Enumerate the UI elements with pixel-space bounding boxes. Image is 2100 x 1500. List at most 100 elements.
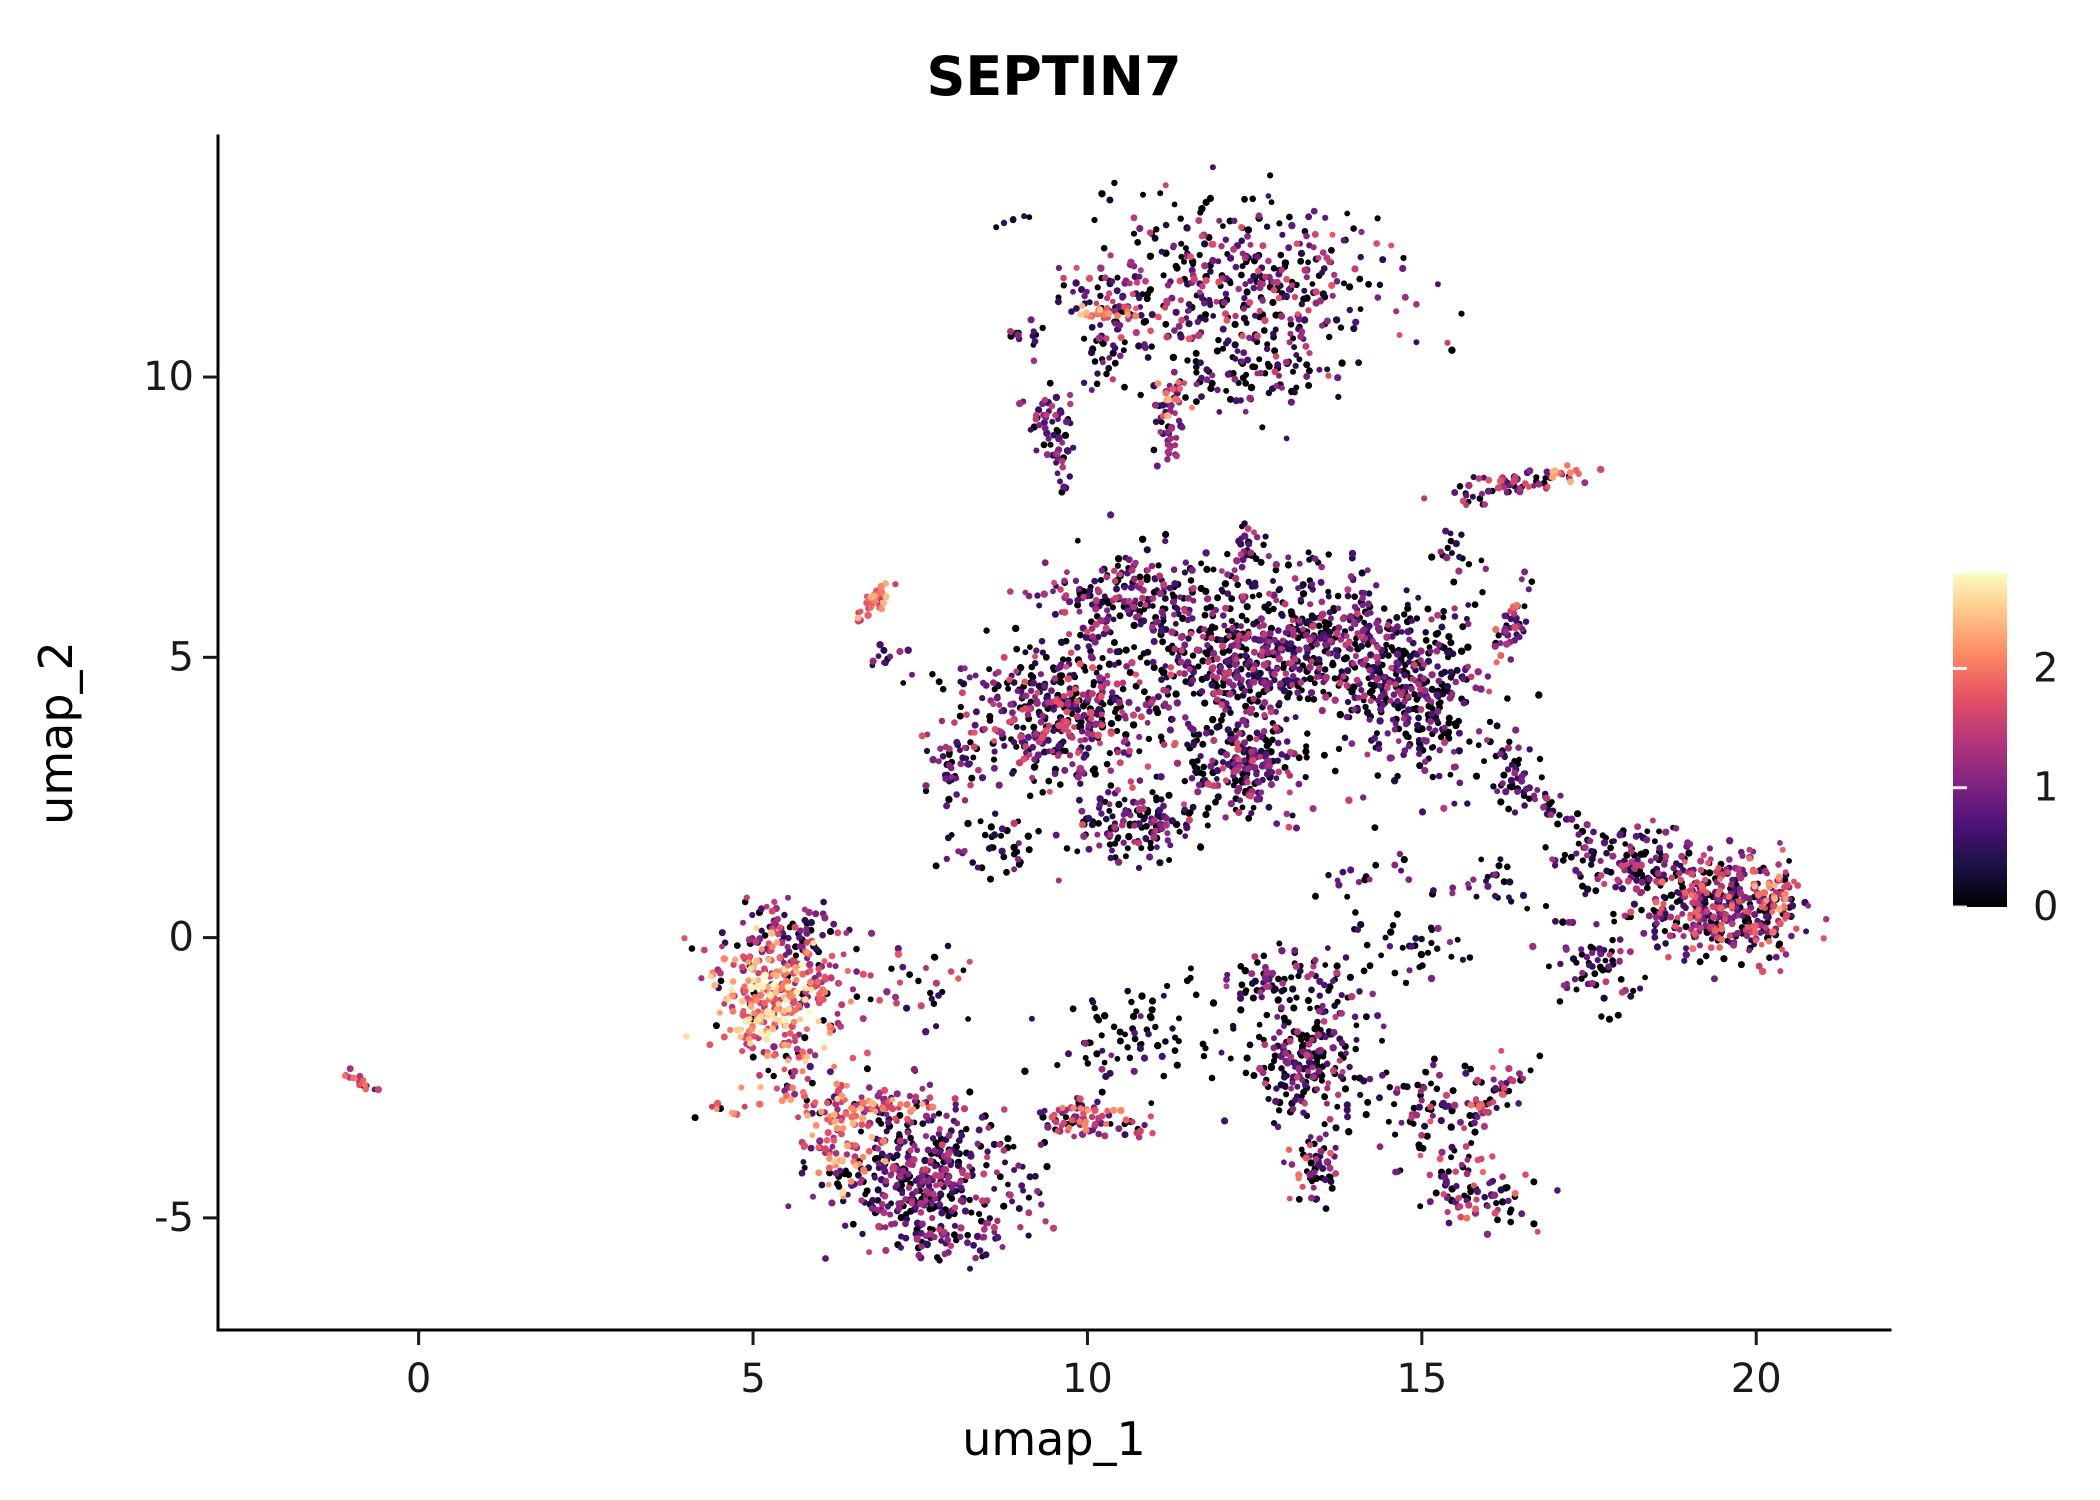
data-point [1287,748,1294,756]
data-point [785,1203,792,1210]
data-point [1224,760,1232,768]
data-point [1283,716,1290,723]
data-point [1246,334,1253,341]
data-point [1647,858,1654,864]
data-point [1464,1156,1471,1163]
data-point [1160,581,1168,589]
data-point [1414,1081,1422,1089]
data-point [1151,817,1158,824]
data-point [1222,706,1229,713]
data-point [1036,421,1043,429]
data-point [1177,297,1184,304]
data-point [1137,654,1144,661]
data-point [1069,761,1076,768]
data-point [1081,1039,1089,1047]
data-point [1622,841,1629,847]
data-point [1054,470,1061,477]
scatter-points-layer [341,164,1830,1272]
data-point [1280,664,1287,672]
data-point [1323,254,1331,262]
data-point [986,717,994,724]
data-point [1334,374,1342,382]
data-point [1250,804,1257,811]
data-point [1534,787,1541,793]
data-point [1451,720,1459,728]
data-point [1245,814,1253,822]
data-point [974,864,981,871]
data-point [1074,601,1082,609]
data-point [1333,962,1341,970]
data-point [1302,631,1310,639]
data-point [1280,1073,1288,1081]
data-point [1200,763,1208,771]
data-point [966,1163,973,1170]
data-point [1175,610,1182,618]
data-point [1098,810,1105,817]
data-point [1213,767,1222,775]
data-point [923,965,929,971]
data-point [1034,592,1041,599]
data-point [1389,922,1397,929]
data-point [1414,721,1422,729]
data-point [1237,1006,1245,1014]
data-point [1399,264,1407,273]
data-point [1448,346,1456,354]
data-point [1706,869,1714,877]
data-point [1413,1111,1421,1119]
data-point [800,1159,807,1165]
data-point [1237,963,1245,970]
data-point [1728,881,1735,888]
data-point [995,669,1002,676]
data-point [935,758,942,765]
data-point [1404,706,1413,714]
data-point [1132,597,1139,604]
data-point [1447,537,1455,545]
data-point [1376,281,1384,288]
data-point [1405,743,1413,750]
data-point [1157,773,1165,781]
data-point [1401,698,1408,705]
data-point [1710,975,1718,983]
data-point [1285,244,1293,252]
data-point [1309,1064,1316,1071]
data-point [1308,581,1316,588]
data-point [1169,716,1176,723]
data-point [1394,697,1401,704]
data-point [896,1172,904,1180]
data-point [1137,391,1144,399]
data-point [843,930,850,936]
data-point [1504,1102,1511,1108]
data-point [1269,298,1277,307]
data-point [904,1129,911,1136]
data-point [1241,634,1249,642]
data-point [1257,733,1265,741]
data-point [1363,708,1372,717]
data-point [1406,967,1413,974]
data-point [858,1128,864,1135]
data-point [1148,562,1156,570]
data-point [1526,795,1533,802]
data-point [1234,348,1241,354]
data-point [813,946,820,953]
data-point [818,1181,826,1189]
data-point [1145,567,1151,573]
data-point [1426,725,1433,732]
data-point [1309,586,1316,593]
data-point [1308,658,1315,664]
data-point [1268,199,1275,206]
data-point [1508,761,1516,768]
data-point [1634,823,1642,831]
data-point [1465,620,1472,628]
data-point [1346,1063,1353,1071]
data-point [1420,675,1428,682]
data-point [1689,899,1696,906]
data-point [1253,771,1260,778]
data-point [1387,697,1394,704]
data-point [1085,722,1092,729]
data-point [1573,823,1580,830]
data-point [1514,788,1521,795]
data-point [1314,1086,1320,1093]
data-point [1627,843,1634,850]
data-point [1104,672,1111,679]
data-point [1129,603,1138,611]
